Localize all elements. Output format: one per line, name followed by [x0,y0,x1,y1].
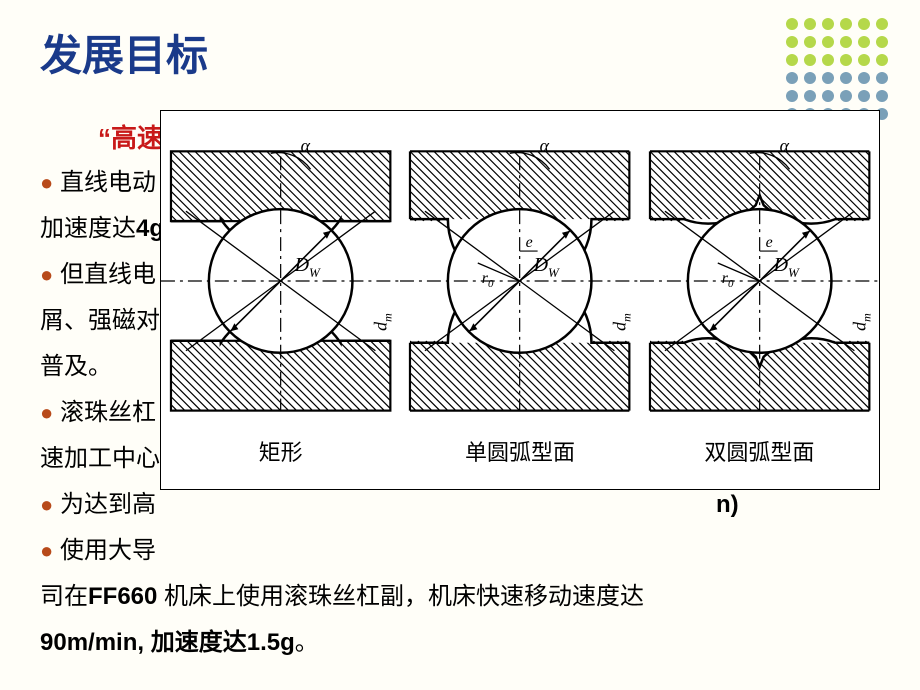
panel-double-arc: DWαdmer0 双圆弧型面 [640,111,879,489]
svg-text:dm: dm [370,313,394,331]
bullet-4: 为达到高 [60,491,156,518]
bullet-3: 滚珠丝杠 [60,399,156,426]
svg-text:α: α [540,135,550,155]
panel-rect: DWαdm 矩形 [161,111,400,489]
figure-overlay: DWαdm 矩形 DWαdmer0 单圆弧型面 DWαdmer0 双圆弧型面 [160,110,880,490]
svg-text:α: α [779,135,789,155]
svg-text:dm: dm [849,313,873,331]
caption-single: 单圆弧型面 [465,435,575,467]
bullet-2: 但直线电 [60,261,156,288]
panel-single-arc: DWαdmer0 单圆弧型面 [400,111,639,489]
svg-text:α: α [301,135,311,155]
corner-dots-decoration [786,18,890,122]
subtitle-fragment: “高速 [98,118,163,155]
svg-text:dm: dm [610,313,634,331]
bullet-1: 直线电动 [60,169,156,196]
bullet-5: 使用大导 [60,537,156,564]
page-title: 发展目标 [40,22,208,83]
caption-rect: 矩形 [259,435,303,467]
caption-double: 双圆弧型面 [704,435,814,467]
svg-text:e: e [526,234,533,251]
svg-text:e: e [765,234,772,251]
